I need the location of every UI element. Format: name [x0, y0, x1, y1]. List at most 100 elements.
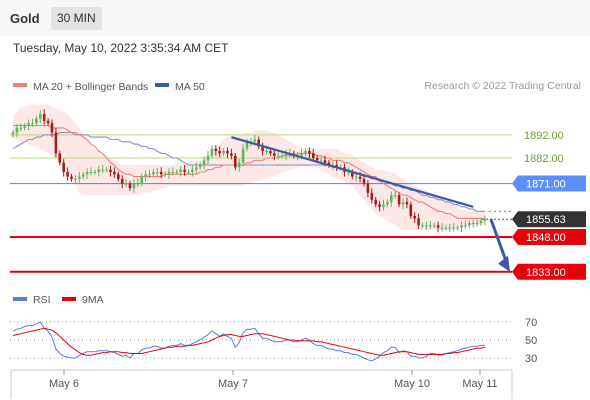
candle-body: [19, 127, 23, 129]
candle-body: [46, 120, 50, 124]
last-price-tag: [512, 211, 586, 228]
candle-body: [54, 132, 58, 154]
candle-body: [273, 153, 276, 156]
candle: [226, 147, 229, 159]
candle-body: [440, 227, 444, 229]
candle: [370, 188, 374, 204]
candle: [448, 223, 452, 233]
candle: [62, 158, 65, 177]
candle: [237, 158, 241, 172]
support-label: 1833.00: [526, 267, 566, 279]
candle-body: [374, 199, 377, 205]
candle-body: [74, 178, 77, 180]
candle-body: [187, 171, 190, 173]
candle: [401, 198, 405, 210]
pivot-tag: [512, 175, 586, 192]
candle: [464, 220, 467, 230]
candle: [241, 144, 245, 167]
candle: [421, 222, 424, 229]
candle-body: [479, 220, 483, 224]
candle-body: [58, 153, 62, 163]
candle: [417, 213, 420, 230]
candle-body: [319, 160, 323, 162]
candle-body: [202, 160, 206, 165]
candle-body: [120, 178, 124, 184]
candle: [113, 167, 116, 178]
candle: [432, 222, 436, 229]
candle-body: [81, 174, 85, 177]
candle-body: [429, 225, 432, 227]
candle-body: [409, 204, 413, 217]
candle-body: [31, 123, 34, 125]
candle: [120, 175, 124, 189]
candle-body: [448, 227, 452, 229]
candle-body: [366, 183, 370, 193]
candle: [483, 215, 487, 226]
candle-body: [245, 141, 249, 149]
candle: [31, 118, 34, 127]
level-1892.00: 1892.00: [10, 130, 564, 142]
candle: [109, 165, 112, 177]
candle: [436, 221, 440, 233]
candle-body: [214, 148, 218, 152]
candle-body: [351, 171, 354, 177]
candle-body: [471, 223, 475, 225]
ma20-legend-swatch: [13, 83, 27, 87]
candle: [386, 199, 389, 208]
candle-body: [432, 225, 436, 227]
timeframe-button[interactable]: 30 MIN: [51, 7, 102, 30]
candle-body: [468, 223, 471, 226]
candle: [413, 212, 416, 224]
candle: [210, 145, 214, 159]
candle-body: [460, 225, 463, 228]
candle: [23, 122, 26, 131]
candle: [475, 218, 479, 227]
candle-body: [42, 113, 46, 121]
candle: [276, 151, 280, 160]
candle-body: [483, 219, 487, 221]
x-tick-label: May 11: [462, 378, 497, 390]
candle-body: [23, 125, 26, 128]
candle-body: [210, 148, 214, 156]
candle: [128, 180, 132, 191]
support-tag: [512, 228, 586, 245]
candle: [280, 152, 284, 159]
candle-body: [269, 151, 272, 154]
level-1833.00: 1833.00: [10, 263, 586, 280]
candle: [35, 115, 38, 126]
rsi-tick-label: 30: [525, 353, 537, 365]
resistance-label: 1892.00: [524, 130, 564, 142]
candle: [218, 146, 221, 158]
ma50-legend-swatch: [155, 83, 169, 87]
bollinger-band-area: [13, 104, 485, 230]
candle-body: [378, 204, 381, 207]
candle-body: [27, 123, 30, 126]
candle: [39, 110, 42, 124]
candle: [284, 149, 288, 161]
support-tag: [512, 263, 586, 280]
candle-body: [15, 127, 19, 133]
candle: [117, 171, 120, 182]
ma20-line: [13, 124, 485, 219]
candle: [50, 119, 54, 138]
timestamp: Tuesday, May 10, 2022 3:35:34 AM CET: [13, 41, 229, 55]
candle-body: [128, 183, 132, 189]
candle: [152, 169, 155, 178]
candle-body: [132, 183, 136, 189]
candle: [27, 119, 30, 131]
candle-body: [280, 155, 284, 157]
candle-body: [234, 155, 237, 168]
candle-body: [62, 162, 65, 172]
candle-body: [444, 227, 448, 229]
candle-body: [393, 195, 397, 197]
candle: [202, 156, 206, 170]
candle-body: [382, 204, 385, 207]
candle: [362, 176, 366, 187]
candle-body: [315, 158, 319, 161]
rsi-legend-label: RSI: [33, 294, 51, 306]
candle-body: [456, 227, 459, 229]
candle: [54, 127, 58, 158]
candle: [144, 170, 147, 182]
research-credit: Research © 2022 Trading Central: [424, 80, 581, 92]
candle-body: [105, 169, 108, 171]
